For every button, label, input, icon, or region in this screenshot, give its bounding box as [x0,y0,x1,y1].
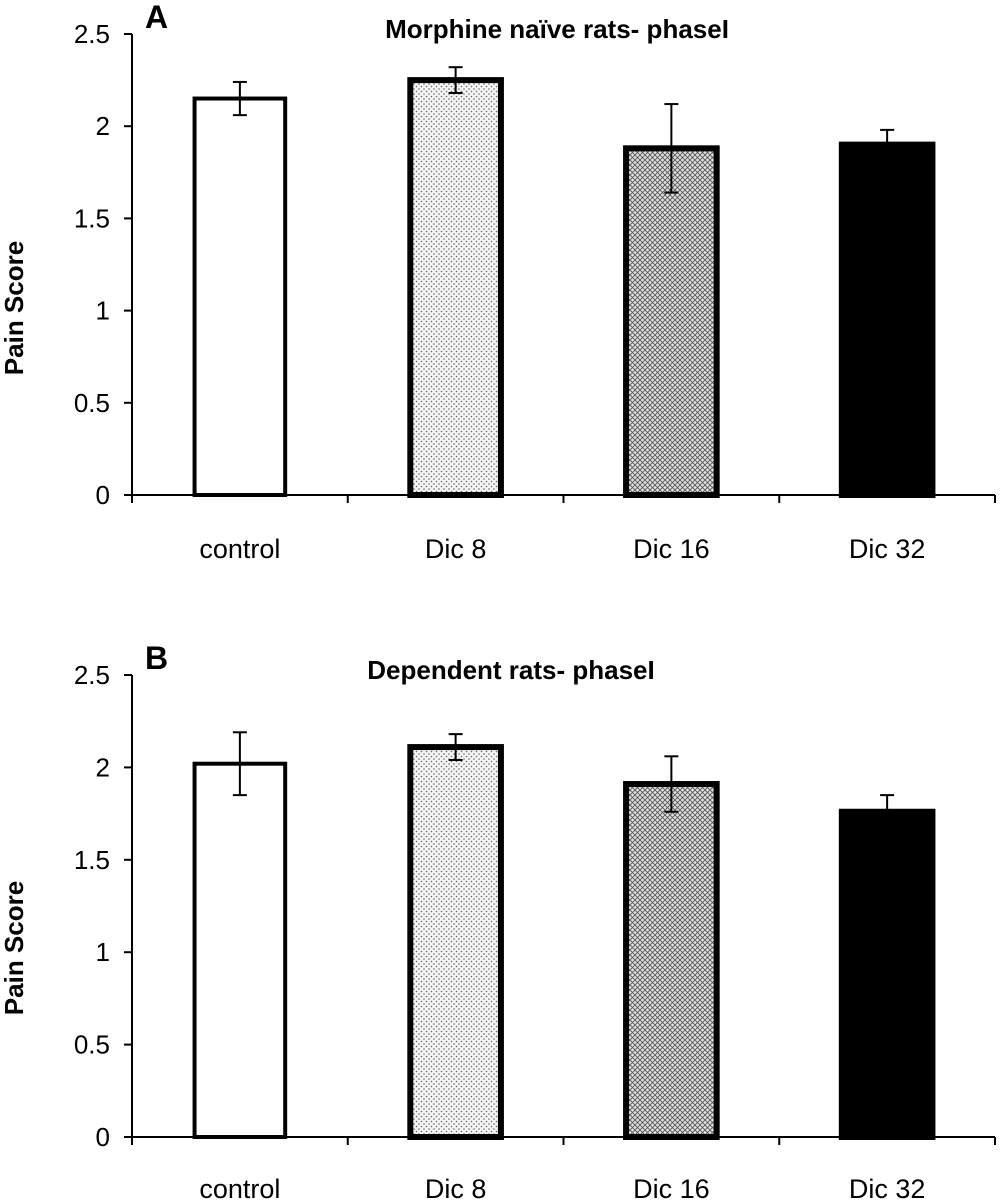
error-bar [664,103,679,194]
panel-letter: B [145,640,168,676]
y-tick-label: 0 [96,1122,110,1152]
bar-dic-16 [623,145,720,498]
bar-dic-32 [838,141,936,498]
x-category-label: control [199,1174,280,1202]
error-bar [448,733,463,762]
error-bar [880,794,895,830]
bar-dic-8 [407,77,504,498]
bar-dic-32 [838,808,936,1140]
y-tick-label: 0.5 [74,388,110,418]
chart-panel-a: A Morphine naïve rats- phaseI Pain Score… [0,0,996,564]
bars [192,66,936,498]
chart-title: Morphine naïve rats- phaseI [385,14,729,44]
y-tick-label: 1 [96,296,110,326]
error-bar [880,128,895,161]
y-tick-label: 1.5 [74,203,110,233]
bar-control [192,761,288,1139]
y-axis-label: Pain Score [0,241,29,375]
bar-control [192,96,288,497]
error-bar [448,66,463,95]
bar-dic-16 [623,781,720,1140]
x-category-label: Dic 8 [425,1174,487,1202]
y-tick-label: 1.5 [74,845,110,875]
y-tick-label: 1 [96,937,110,967]
error-bar [232,731,247,797]
chart-title: Dependent rats- phaseI [367,655,655,685]
axes: 0 0.5 1 1.5 2 2.5 control Dic 8 Dic 16 Dic 32 [74,19,996,564]
x-category-label: Dic 8 [425,534,487,564]
error-bar [664,755,679,813]
y-tick-label: 2.5 [74,660,110,690]
y-tick-label: 0.5 [74,1030,110,1060]
error-bar [232,80,247,117]
chart-panel-b: B Dependent rats- phaseI Pain Score 0 0.5… [0,640,996,1202]
x-category-label: Dic 16 [633,534,710,564]
x-category-label: Dic 16 [633,1174,710,1202]
y-tick-label: 2.5 [74,19,110,49]
x-category-label: Dic 32 [849,1174,926,1202]
y-tick-label: 2 [96,111,110,141]
y-tick-label: 0 [96,480,110,510]
x-category-label: Dic 32 [849,534,926,564]
panel-letter: A [145,0,168,35]
y-axis-label: Pain Score [0,881,29,1015]
y-tick-label: 2 [96,752,110,782]
x-category-label: control [199,534,280,564]
bar-dic-8 [407,744,504,1141]
bars [192,731,936,1141]
